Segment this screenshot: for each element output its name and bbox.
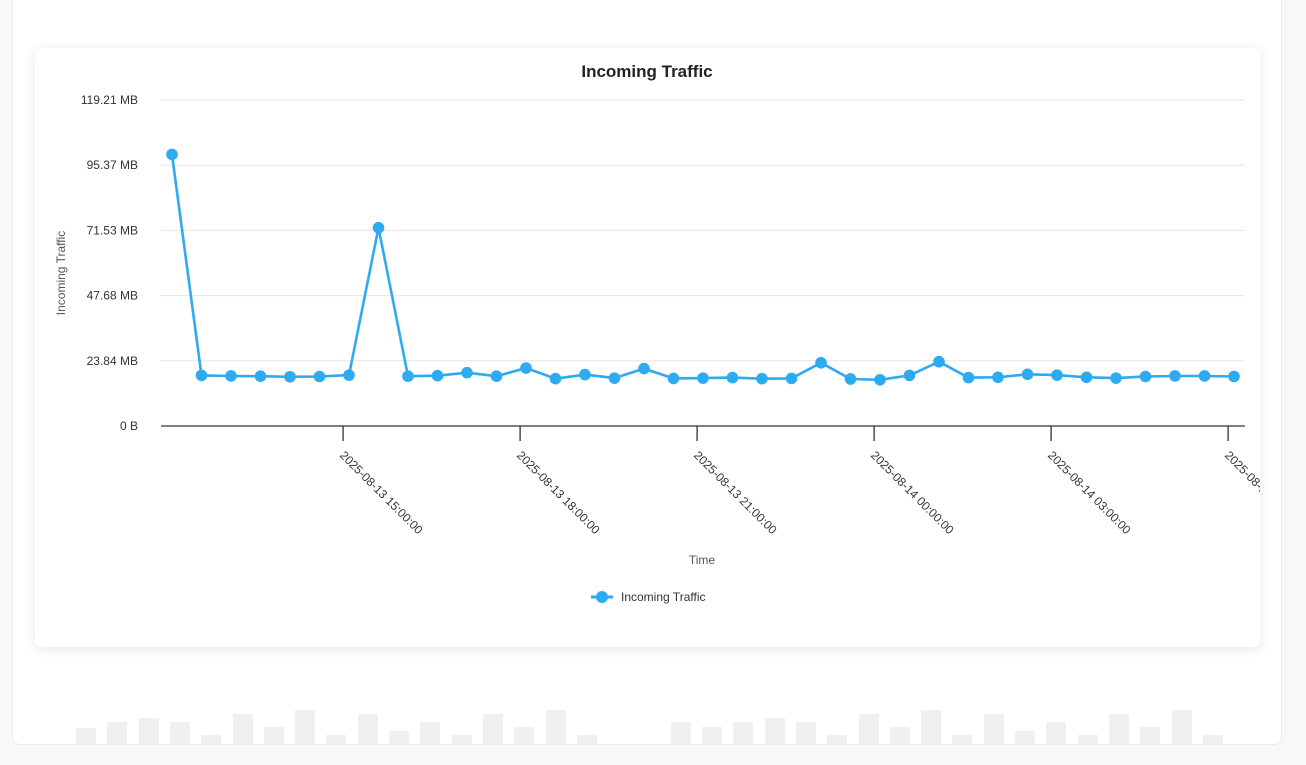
placeholder-bar [1015, 731, 1035, 744]
placeholder-bar [827, 735, 848, 744]
data-point[interactable] [667, 372, 680, 385]
placeholder-bar [263, 727, 284, 744]
data-point[interactable] [1139, 370, 1152, 383]
chart-gridlines [161, 99, 1245, 362]
placeholder-bar [76, 728, 96, 744]
placeholder-bar [670, 722, 691, 744]
data-point[interactable] [372, 221, 385, 234]
data-point[interactable] [1080, 371, 1093, 384]
placeholder-bar [921, 710, 942, 744]
y-tick-label: 71.53 MB [87, 223, 138, 237]
placeholder-bar [107, 722, 128, 744]
data-point[interactable] [992, 371, 1004, 384]
data-point[interactable] [431, 369, 444, 382]
placeholder-bar [389, 731, 409, 744]
data-point[interactable] [903, 369, 916, 382]
placeholder-bar [545, 710, 566, 744]
data-point[interactable] [254, 370, 267, 383]
y-axis-title: Incoming Traffic [54, 231, 68, 315]
x-tick-label: 2025-08-13 21:00:00 [691, 448, 780, 537]
data-point[interactable] [461, 366, 473, 379]
placeholder-bar [1046, 722, 1067, 744]
data-point[interactable] [166, 148, 178, 161]
x-axis: 2025-08-13 15:00:00 2025-08-13 18:00:00 20… [161, 425, 1260, 537]
placeholder-bar [795, 722, 816, 744]
data-point[interactable] [697, 372, 709, 384]
x-tick-label: 2025-08-14 03:00:00 [1045, 448, 1134, 537]
placeholder-bar [1202, 735, 1223, 744]
placeholder-bar [1140, 727, 1161, 744]
data-point[interactable] [1051, 369, 1063, 381]
series-line [170, 154, 1235, 382]
placeholder-bar [764, 718, 785, 744]
placeholder-bar [952, 735, 973, 744]
data-point[interactable] [284, 370, 296, 383]
incoming-traffic-chart: Incoming Traffic 0 B 23.84 MB 47.68 MB 71.5… [54, 62, 1260, 604]
placeholder-bar [1108, 714, 1129, 744]
x-axis-title: Time [689, 553, 716, 567]
placeholder-bar [138, 718, 159, 744]
y-tick-label: 119.21 MB [81, 93, 138, 107]
loading-placeholder-bars [13, 684, 1281, 744]
data-point[interactable] [343, 369, 355, 381]
x-tick-label: 2025-08-14 06:00:00 [1222, 448, 1260, 537]
placeholder-bar [326, 735, 347, 744]
data-point[interactable] [490, 370, 503, 383]
y-axis-ticks: 0 B 23.84 MB 47.68 MB 71.53 MB 95.37 MB 119.2… [81, 93, 138, 433]
series-incoming-traffic[interactable] [166, 148, 1240, 386]
data-point[interactable] [962, 371, 975, 384]
placeholder-bar [514, 727, 535, 744]
placeholder-bar [451, 735, 472, 744]
data-point[interactable] [313, 370, 326, 383]
y-tick-label: 23.84 MB [87, 354, 138, 368]
data-point[interactable] [579, 368, 591, 381]
chart-title: Incoming Traffic [581, 62, 712, 81]
data-point[interactable] [874, 373, 886, 386]
placeholder-bar [295, 710, 316, 744]
y-tick-label: 47.68 MB [87, 289, 138, 303]
placeholder-bar [576, 735, 597, 744]
data-point[interactable] [549, 372, 562, 385]
placeholder-bar [1077, 735, 1098, 744]
data-point[interactable] [1228, 370, 1240, 383]
x-tick-label: 2025-08-13 15:00:00 [337, 448, 426, 537]
y-tick-label: 0 B [120, 419, 138, 433]
data-point[interactable] [815, 357, 827, 369]
data-point[interactable] [844, 373, 857, 385]
y-tick-label: 95.37 MB [87, 158, 138, 172]
placeholder-bar [702, 727, 722, 744]
data-point[interactable] [225, 370, 237, 382]
placeholder-bar [482, 714, 503, 744]
placeholder-bar [169, 722, 190, 744]
data-point[interactable] [785, 372, 798, 385]
data-point[interactable] [1021, 368, 1034, 381]
legend-marker-icon [596, 591, 608, 603]
dashboard-panel: Incoming Traffic 0 B 23.84 MB 47.68 MB 71.5… [12, 0, 1282, 745]
placeholder-bar [889, 727, 910, 744]
data-point[interactable] [1110, 372, 1122, 384]
data-point[interactable] [1169, 370, 1181, 382]
data-point[interactable] [402, 370, 414, 383]
data-point[interactable] [608, 372, 621, 384]
data-point[interactable] [520, 362, 532, 374]
placeholder-bar [858, 714, 879, 744]
data-point[interactable] [726, 371, 739, 384]
x-tick-label: 2025-08-13 18:00:00 [514, 448, 603, 537]
chart-legend[interactable]: Incoming Traffic [591, 590, 705, 604]
placeholder-bar [733, 722, 754, 744]
x-tick-label: 2025-08-14 00:00:00 [868, 448, 957, 537]
placeholder-bar [357, 714, 378, 744]
data-point[interactable] [195, 369, 208, 382]
data-point[interactable] [638, 362, 650, 375]
placeholder-bar [420, 722, 441, 744]
placeholder-bar [1171, 710, 1192, 744]
legend-label: Incoming Traffic [621, 590, 705, 604]
placeholder-bar [983, 714, 1004, 744]
data-point[interactable] [1198, 370, 1211, 382]
placeholder-bar [232, 714, 253, 744]
data-point[interactable] [756, 372, 768, 385]
placeholder-bar [201, 735, 222, 744]
incoming-traffic-chart-card: Incoming Traffic 0 B 23.84 MB 47.68 MB 71.5… [35, 48, 1260, 647]
data-point[interactable] [933, 355, 945, 368]
